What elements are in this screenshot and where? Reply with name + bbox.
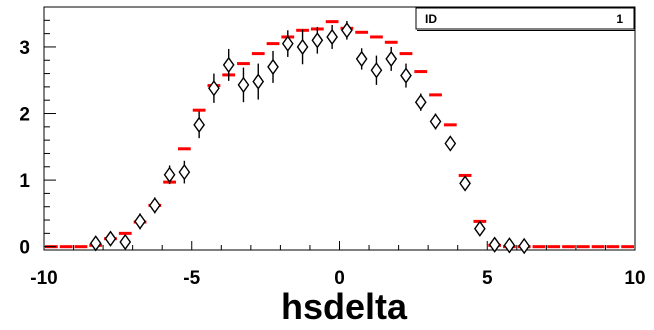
data-point: [267, 58, 279, 76]
data-point: [459, 175, 471, 192]
data-point: [355, 50, 368, 68]
data-point: [429, 113, 442, 130]
data-point: [341, 22, 353, 39]
y-tick-label: 2: [19, 105, 30, 126]
data-point: [89, 235, 102, 252]
y-tick-label: 0: [19, 238, 30, 259]
stats-box-label: ID: [425, 12, 437, 26]
y-tick-label: 3: [19, 38, 30, 59]
data-point: [503, 237, 516, 254]
stats-box-value: 1: [616, 12, 623, 26]
data-point: [281, 35, 294, 52]
data-point: [163, 166, 176, 183]
data-point: [119, 233, 132, 251]
data-point: [296, 38, 309, 56]
data-point: [488, 236, 501, 253]
data-point: [370, 62, 383, 79]
data-point: [237, 76, 250, 94]
x-tick-label: -5: [183, 268, 200, 289]
data-point: [193, 116, 205, 134]
stats-box: ID 1: [415, 7, 635, 31]
x-tick-label: 5: [482, 268, 493, 289]
data-point: [252, 73, 265, 90]
data-point: [444, 135, 457, 152]
data-point: [414, 93, 427, 111]
x-tick-label: -10: [30, 268, 57, 289]
data-point: [326, 28, 338, 46]
marker-layer: [89, 20, 531, 255]
data-point: [311, 32, 324, 49]
y-tick-label: 1: [19, 171, 30, 192]
x-tick-label: 10: [624, 268, 645, 289]
data-point: [104, 230, 117, 247]
plot-frame: [43, 6, 636, 251]
data-point: [134, 213, 146, 230]
data-point: [208, 80, 220, 97]
data-point: [148, 197, 161, 214]
data-point: [222, 56, 235, 74]
data-point: [474, 220, 486, 237]
x-tick-label: 0: [334, 268, 345, 289]
axis-layer: -10 -5 0 5 10 0 1 2 3: [19, 19, 646, 289]
data-point: [400, 67, 412, 84]
x-axis-title: hsdelta: [281, 286, 408, 327]
stats-box-frame: [415, 7, 635, 30]
data-point: [385, 50, 398, 68]
data-point: [518, 237, 531, 255]
data-point: [178, 163, 191, 181]
